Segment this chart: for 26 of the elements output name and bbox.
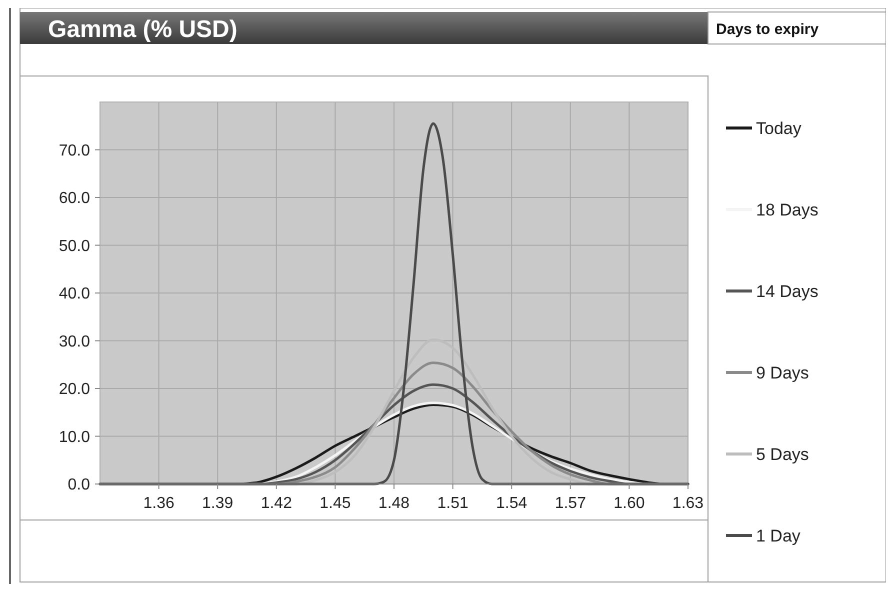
y-tick-label: 40.0 — [58, 286, 90, 303]
y-tick-label: 50.0 — [58, 238, 90, 255]
x-tick-label: 1.54 — [496, 495, 528, 512]
y-tick-label: 10.0 — [58, 428, 90, 446]
legend-label: 1 Day — [756, 526, 801, 546]
x-tick-label: 1.39 — [202, 495, 234, 512]
x-tick-label: 1.45 — [320, 495, 351, 512]
chart-title: Gamma (% USD) — [48, 16, 238, 43]
x-tick-label: 1.48 — [378, 495, 410, 512]
x-tick-label: 1.60 — [614, 495, 645, 512]
x-tick-label: 1.51 — [437, 495, 468, 512]
y-tick-label: 70.0 — [58, 142, 90, 160]
x-tick-label: 1.42 — [260, 495, 292, 512]
y-tick-label: 0.0 — [68, 476, 90, 494]
legend-label: 9 Days — [756, 363, 809, 382]
legend-label: 14 Days — [756, 282, 818, 301]
legend-label: 5 Days — [756, 444, 809, 464]
y-tick-label: 30.0 — [58, 333, 90, 350]
legend-label: 18 Days — [756, 200, 818, 220]
x-tick-label: 1.63 — [672, 495, 704, 512]
y-tick-label: 20.0 — [58, 381, 90, 398]
legend-label: Today — [756, 118, 802, 138]
x-tick-label: 1.57 — [554, 495, 586, 512]
legend-title: Days to expiry — [716, 21, 820, 38]
y-tick-label: 60.0 — [58, 190, 90, 208]
x-tick-label: 1.36 — [143, 495, 174, 512]
